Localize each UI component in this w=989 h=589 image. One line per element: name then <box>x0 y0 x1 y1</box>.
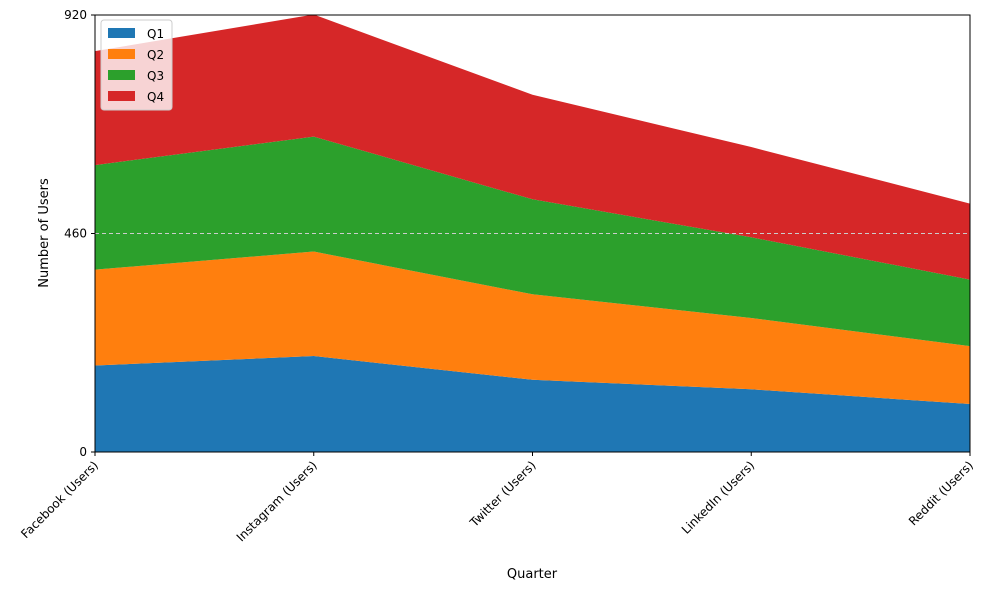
legend: Q1 Q2 Q3 Q4 <box>101 20 172 110</box>
x-axis: Facebook (Users) Instagram (Users) Twitter… <box>18 452 976 544</box>
legend-swatch-q3 <box>108 70 135 80</box>
x-tick-label: LinkedIn (Users) <box>679 458 758 537</box>
legend-swatch-q2 <box>108 49 135 59</box>
y-tick-label: 0 <box>79 445 87 459</box>
legend-label-q4: Q4 <box>147 90 164 104</box>
legend-swatch-q1 <box>108 28 135 38</box>
y-axis-label: Number of Users <box>37 178 52 288</box>
legend-label-q3: Q3 <box>147 69 164 83</box>
x-tick-label: Reddit (Users) <box>906 458 976 528</box>
legend-swatch-q4 <box>108 91 135 101</box>
y-tick-label: 920 <box>64 8 87 22</box>
legend-label-q2: Q2 <box>147 48 164 62</box>
x-tick-label: Twitter (Users) <box>466 458 538 530</box>
y-tick-label: 460 <box>64 227 87 241</box>
x-tick-label: Facebook (Users) <box>18 458 101 541</box>
x-axis-label: Quarter <box>507 567 558 582</box>
legend-label-q1: Q1 <box>147 27 164 41</box>
y-axis: 0 460 920 <box>64 8 95 459</box>
x-tick-label: Instagram (Users) <box>234 458 320 544</box>
